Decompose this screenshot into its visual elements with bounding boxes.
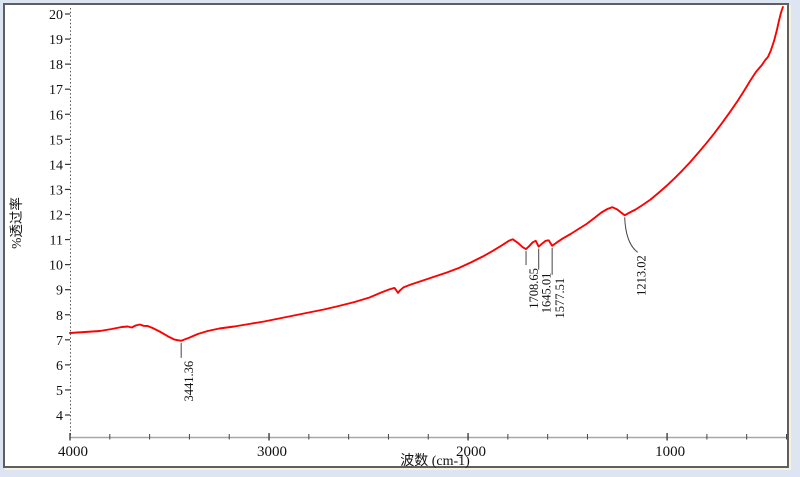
x-axis-title: 波数 (cm-1) — [400, 454, 470, 469]
x-tick-label: 4000 — [58, 444, 88, 460]
x-tick-label: 1000 — [655, 444, 685, 460]
y-tick-label: 7 — [56, 334, 63, 349]
y-tick-label: 5 — [56, 384, 63, 399]
y-tick-label: 10 — [49, 259, 63, 274]
peak-label: 1645.01 — [540, 273, 554, 314]
y-tick-label: 16 — [49, 108, 63, 123]
spectrum-curve — [69, 6, 784, 342]
peak-label: 1577.51 — [553, 278, 567, 319]
peak-label: 1213.02 — [635, 255, 649, 296]
y-axis-title: %透过率 — [9, 197, 24, 249]
y-tick-label: 19 — [49, 33, 63, 48]
x-tick-label: 2000 — [456, 444, 486, 460]
peak-leader-line — [624, 217, 639, 253]
y-tick-label: 20 — [49, 8, 63, 23]
y-tick-label: 12 — [49, 209, 63, 224]
y-tick-label: 13 — [49, 183, 63, 198]
y-tick-label: 17 — [49, 83, 63, 98]
y-tick-label: 14 — [49, 158, 63, 173]
y-tick-label: 18 — [49, 58, 63, 73]
y-tick-label: 11 — [50, 234, 63, 249]
y-tick-label: 4 — [56, 409, 63, 424]
peak-label: 1708.65 — [527, 268, 541, 309]
y-tick-label: 9 — [56, 284, 63, 299]
x-tick-label: 3000 — [257, 444, 287, 460]
y-tick-label: 6 — [56, 359, 63, 374]
y-tick-label: 8 — [56, 309, 63, 324]
window-frame — [3, 3, 789, 468]
y-tick-label: 15 — [49, 133, 63, 148]
peak-label: 3441.36 — [182, 361, 196, 402]
